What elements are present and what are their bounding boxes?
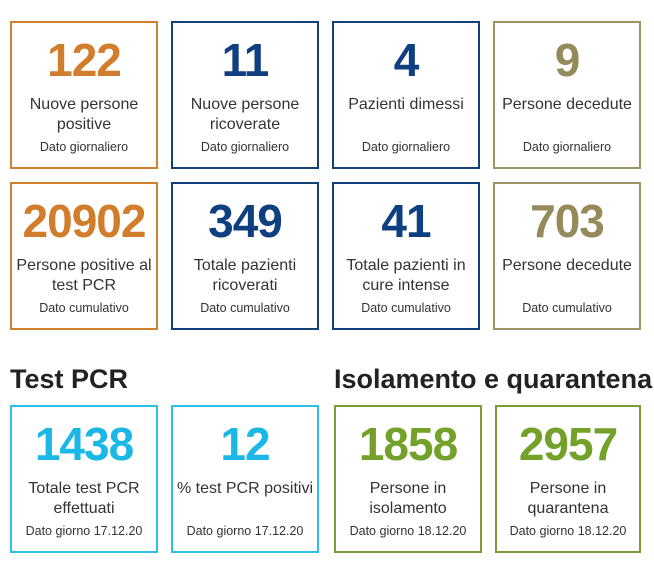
stat-sublabel: Dato giorno 18.12.20	[349, 524, 467, 538]
stat-sublabel: Dato cumulativo	[200, 301, 290, 315]
stat-label: Persone decedute	[502, 96, 632, 113]
stat-label: Persone positive al test PCR	[16, 257, 152, 294]
stat-label: % test PCR positivi	[176, 480, 314, 497]
card-total-intensive-care: 41 Totale pazienti in cure intense Dato …	[332, 182, 480, 330]
stat-sublabel: Dato giorno 18.12.20	[509, 524, 627, 538]
stat-sublabel: Dato giornaliero	[39, 140, 129, 154]
stat-value: 9	[554, 34, 581, 86]
card-total-deceased: 703 Persone decedute Dato cumulativo	[493, 182, 641, 330]
stat-label: Persone in isolamento	[369, 480, 447, 517]
stat-sublabel: Dato giornaliero	[200, 140, 290, 154]
stat-label: Nuove persone positive	[29, 96, 139, 133]
stat-label: Totale pazienti in cure intense	[346, 257, 466, 294]
card-discharged: 4 Pazienti dimessi Dato giornaliero	[332, 21, 480, 169]
stat-label: Totale test PCR effettuati	[28, 480, 140, 517]
card-quarantine: 2957 Persone in quarantena Dato giorno 1…	[495, 405, 641, 553]
section-title-pcr: Test PCR	[10, 364, 129, 394]
card-new-positive: 122 Nuove persone positive Dato giornali…	[10, 21, 158, 169]
card-total-positive: 20902 Persone positive al test PCR Dato …	[10, 182, 158, 330]
stat-sublabel: Dato cumulativo	[522, 301, 612, 315]
card-pcr-total: 1438 Totale test PCR effettuati Dato gio…	[10, 405, 158, 553]
card-pcr-positive-rate: 12 % test PCR positivi Dato giorno 17.12…	[171, 405, 319, 553]
stat-label: Totale pazienti ricoverati	[193, 257, 297, 294]
stat-value: 1438	[34, 418, 134, 470]
stat-label: Persone in quarantena	[527, 480, 609, 517]
stat-sublabel: Dato giorno 17.12.20	[186, 524, 304, 538]
card-new-hospitalized: 11 Nuove persone ricoverate Dato giornal…	[171, 21, 319, 169]
card-total-hospitalized: 349 Totale pazienti ricoverati Dato cumu…	[171, 182, 319, 330]
stat-sublabel: Dato giornaliero	[361, 140, 451, 154]
stat-value: 20902	[22, 195, 147, 247]
card-isolation: 1858 Persone in isolamento Dato giorno 1…	[334, 405, 482, 553]
stat-value: 11	[221, 34, 270, 86]
stat-value: 349	[208, 195, 283, 247]
stat-sublabel: Dato giorno 17.12.20	[25, 524, 143, 538]
stat-label: Persone decedute	[502, 257, 632, 274]
section-title-isolation: Isolamento e quarantena	[334, 364, 653, 394]
stat-label: Pazienti dimessi	[348, 96, 464, 113]
stat-value: 41	[381, 195, 431, 247]
stat-value: 12	[220, 418, 270, 470]
stat-sublabel: Dato giornaliero	[522, 140, 612, 154]
stat-sublabel: Dato cumulativo	[361, 301, 451, 315]
stat-value: 122	[47, 34, 122, 86]
stat-label: Nuove persone ricoverate	[190, 96, 300, 133]
stat-value: 703	[530, 195, 605, 247]
stat-value: 4	[393, 34, 420, 86]
stat-value: 1858	[358, 418, 458, 470]
stat-value: 2957	[518, 418, 618, 470]
card-deceased-daily: 9 Persone decedute Dato giornaliero	[493, 21, 641, 169]
stat-sublabel: Dato cumulativo	[39, 301, 129, 315]
